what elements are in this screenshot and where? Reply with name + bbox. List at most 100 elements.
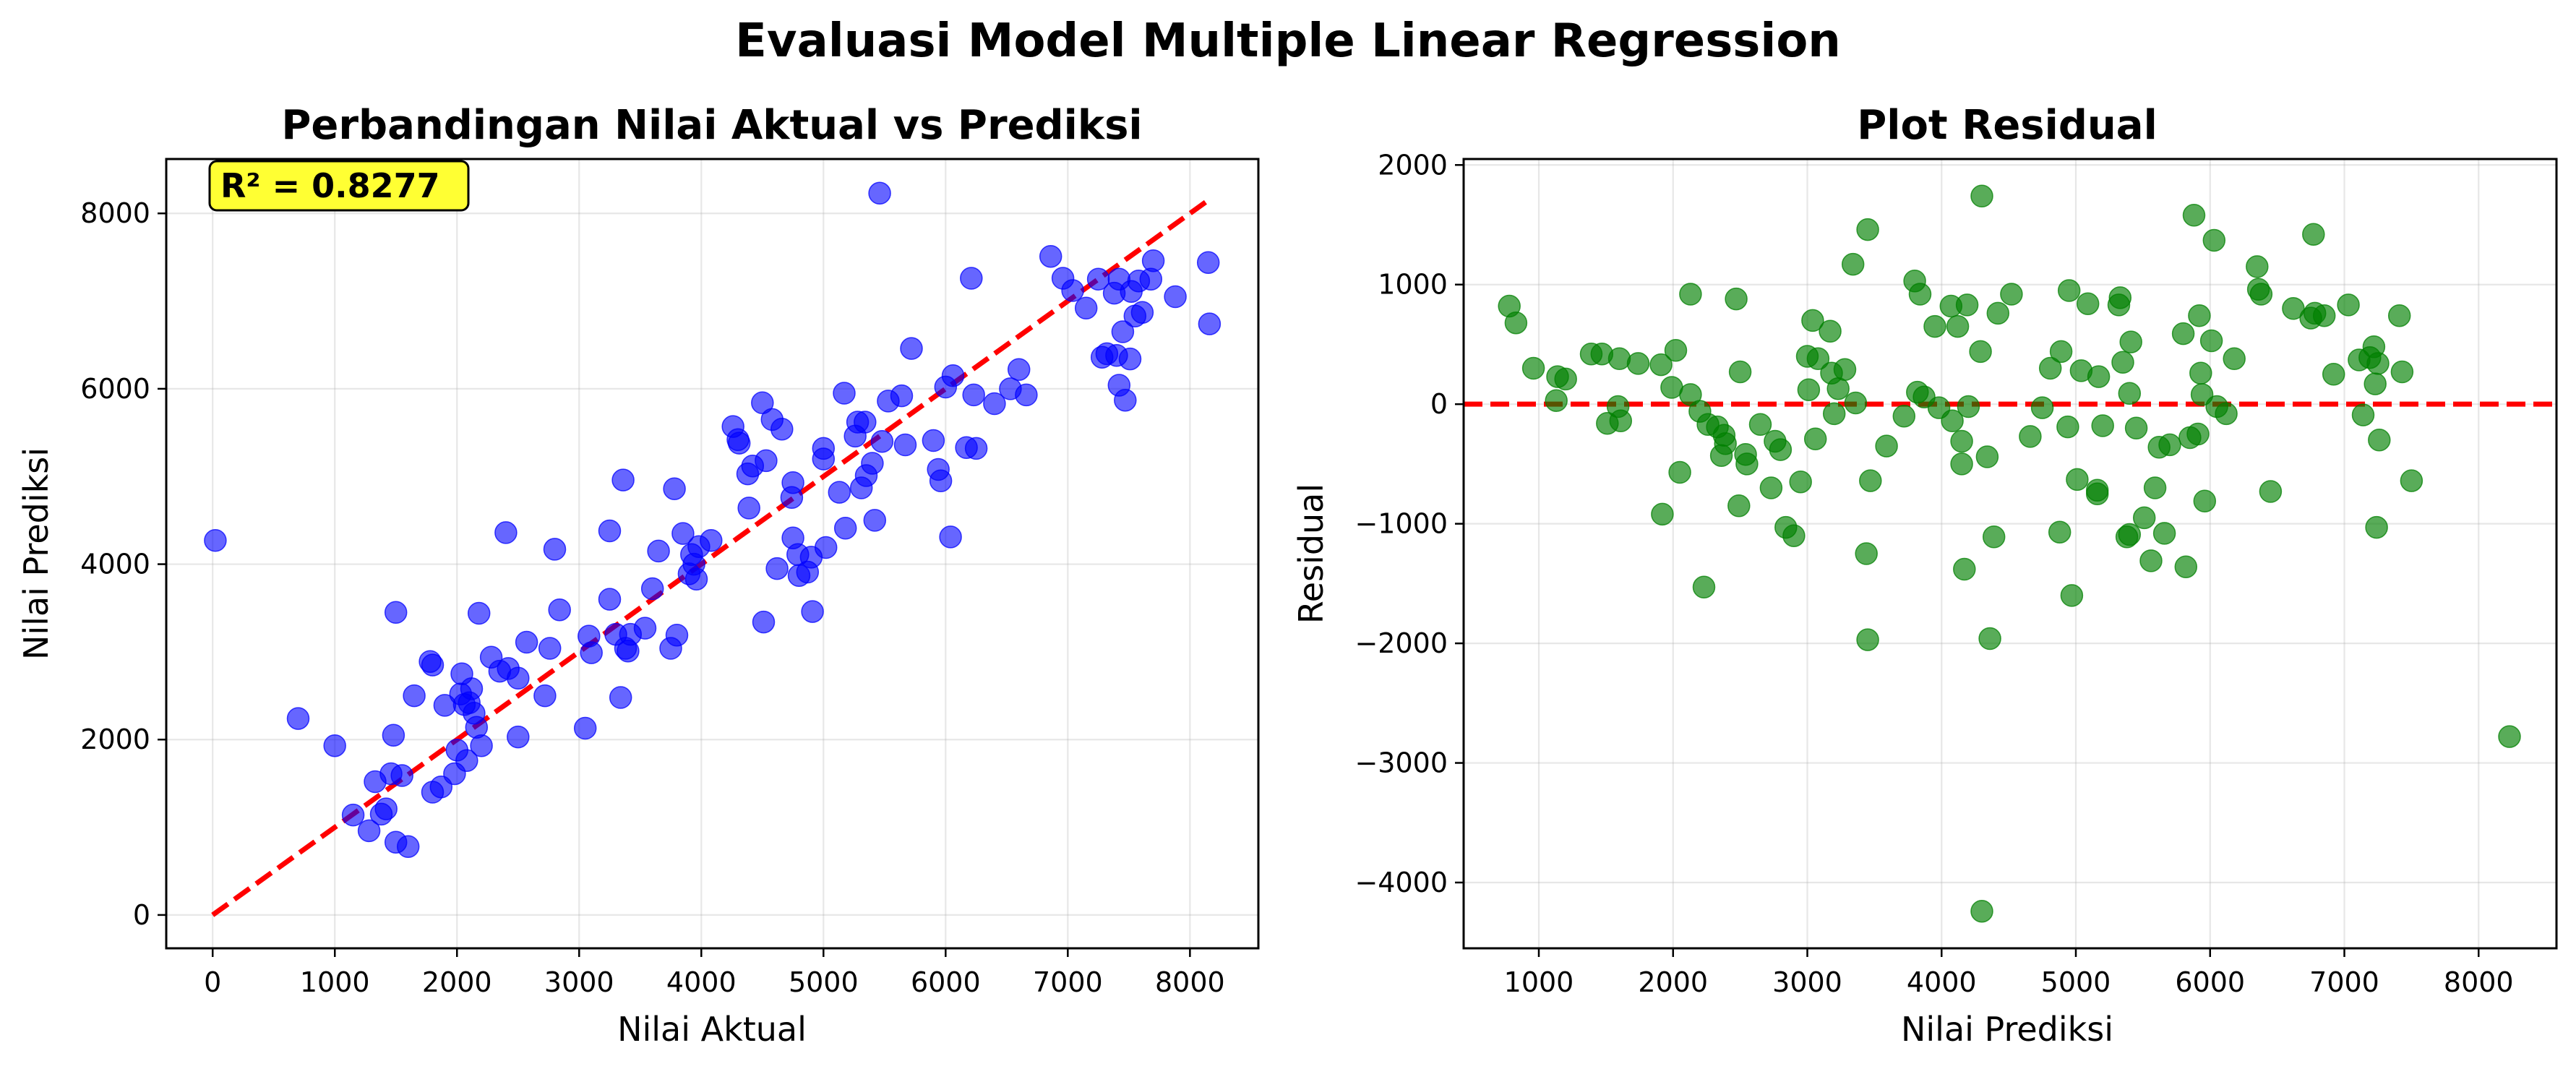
left-data-point — [929, 469, 953, 493]
left-data-point — [1061, 279, 1084, 302]
right-data-point — [1855, 542, 1878, 565]
left-data-point — [403, 684, 426, 708]
left-data-point — [663, 477, 686, 500]
left-data-point — [1196, 251, 1220, 274]
left-data-point — [286, 707, 310, 730]
left-data-point — [854, 411, 877, 434]
left-scatter-points — [204, 181, 1222, 859]
left-panel-title: Perbandingan Nilai Aktual vs Prediksi — [281, 102, 1142, 149]
left-data-point — [1111, 320, 1135, 343]
right-data-point — [1504, 311, 1528, 335]
right-data-point — [2060, 584, 2084, 607]
left-data-point — [580, 641, 603, 664]
right-data-point — [2193, 489, 2217, 512]
right-data-point — [1607, 347, 1631, 371]
actual-vs-predicted-panel: Perbandingan Nilai Aktual vs Prediksi 0 1… — [17, 102, 1260, 1049]
left-data-point — [357, 819, 381, 843]
right-data-point — [2498, 725, 2521, 748]
right-data-point — [1797, 378, 1821, 402]
left-data-point — [460, 677, 484, 700]
left-data-point — [374, 797, 398, 820]
right-data-point — [1609, 409, 1633, 433]
right-data-point — [2190, 383, 2214, 406]
right-data-point — [1908, 283, 1932, 306]
left-reference-line — [211, 198, 1210, 917]
left-data-point — [543, 538, 567, 561]
right-data-point — [1545, 389, 1568, 412]
left-data-point — [384, 601, 408, 624]
left-data-point — [598, 588, 622, 611]
right-data-point — [2087, 365, 2111, 388]
left-data-point — [507, 725, 530, 749]
left-data-point — [455, 749, 478, 773]
right-data-point — [2171, 322, 2195, 345]
right-y-tick-label: 2000 — [1378, 149, 1448, 181]
right-data-point — [2249, 283, 2273, 306]
right-y-tick-label: 1000 — [1378, 269, 1448, 301]
left-x-tick-label: 3000 — [544, 966, 614, 998]
right-data-point — [2000, 283, 2023, 306]
right-data-point — [2322, 363, 2345, 386]
right-data-point — [2390, 360, 2414, 384]
right-data-point — [2174, 555, 2198, 578]
left-data-point — [204, 529, 227, 552]
left-x-tick-label: 4000 — [666, 966, 737, 998]
right-x-tick-label: 6000 — [2175, 966, 2245, 998]
right-data-point — [1970, 184, 1993, 208]
r2-annotation-box — [208, 160, 470, 212]
right-y-axis-label: Residual — [1292, 484, 1331, 624]
right-data-point — [1875, 434, 1898, 458]
right-data-point — [2337, 293, 2360, 317]
left-data-point — [727, 432, 751, 455]
left-data-point — [801, 600, 824, 623]
right-data-point — [1668, 460, 1691, 484]
left-data-point — [890, 384, 914, 408]
right-data-point — [2111, 351, 2134, 374]
right-data-point — [2118, 523, 2142, 546]
right-data-point — [2387, 304, 2411, 327]
right-data-point — [1725, 287, 1748, 311]
left-data-point — [494, 521, 518, 544]
right-data-point — [1769, 438, 1793, 461]
right-data-point — [1826, 377, 1850, 400]
right-x-tick-label: 8000 — [2444, 966, 2514, 998]
right-data-point — [1955, 293, 1979, 317]
right-data-point — [2182, 204, 2206, 227]
left-data-point — [1015, 383, 1038, 407]
right-data-point — [1856, 218, 1879, 241]
right-data-point — [2019, 425, 2042, 448]
right-data-point — [1969, 340, 1992, 364]
right-data-point — [2365, 515, 2388, 539]
right-data-point — [2049, 340, 2073, 364]
right-data-point — [2066, 468, 2089, 491]
left-data-point — [573, 716, 597, 740]
left-data-point — [900, 337, 923, 360]
right-data-point — [2139, 549, 2163, 572]
left-data-point — [983, 392, 1006, 416]
right-data-point — [2259, 480, 2283, 503]
figure-title: Evaluasi Model Multiple Linear Regressio… — [735, 14, 1841, 68]
left-data-point — [922, 429, 945, 452]
left-data-point — [964, 437, 988, 460]
left-data-point — [396, 835, 420, 859]
left-data-point — [598, 519, 622, 543]
right-data-point — [1728, 360, 1752, 384]
right-data-point — [2282, 297, 2305, 320]
right-data-point — [2056, 415, 2079, 439]
left-y-tick-label: 2000 — [80, 724, 150, 755]
left-x-tick-label: 0 — [204, 966, 221, 998]
left-data-point — [538, 637, 562, 660]
right-gridlines — [1464, 159, 2556, 948]
right-data-point — [1806, 347, 1830, 371]
left-data-point — [755, 449, 778, 473]
right-data-point — [2143, 476, 2167, 499]
right-y-tick-label: −4000 — [1354, 867, 1448, 898]
right-data-point — [1801, 309, 1824, 332]
right-axis-ticks: 1000 2000 3000 4000 5000 6000 7000 8000 −4000 −30… — [1354, 149, 2513, 998]
left-data-point — [515, 630, 538, 654]
right-y-tick-label: 0 — [1430, 388, 1448, 420]
right-data-point — [2312, 304, 2336, 327]
right-x-tick-label: 4000 — [1907, 966, 1977, 998]
right-data-point — [1986, 301, 2010, 325]
left-data-point — [341, 803, 365, 827]
